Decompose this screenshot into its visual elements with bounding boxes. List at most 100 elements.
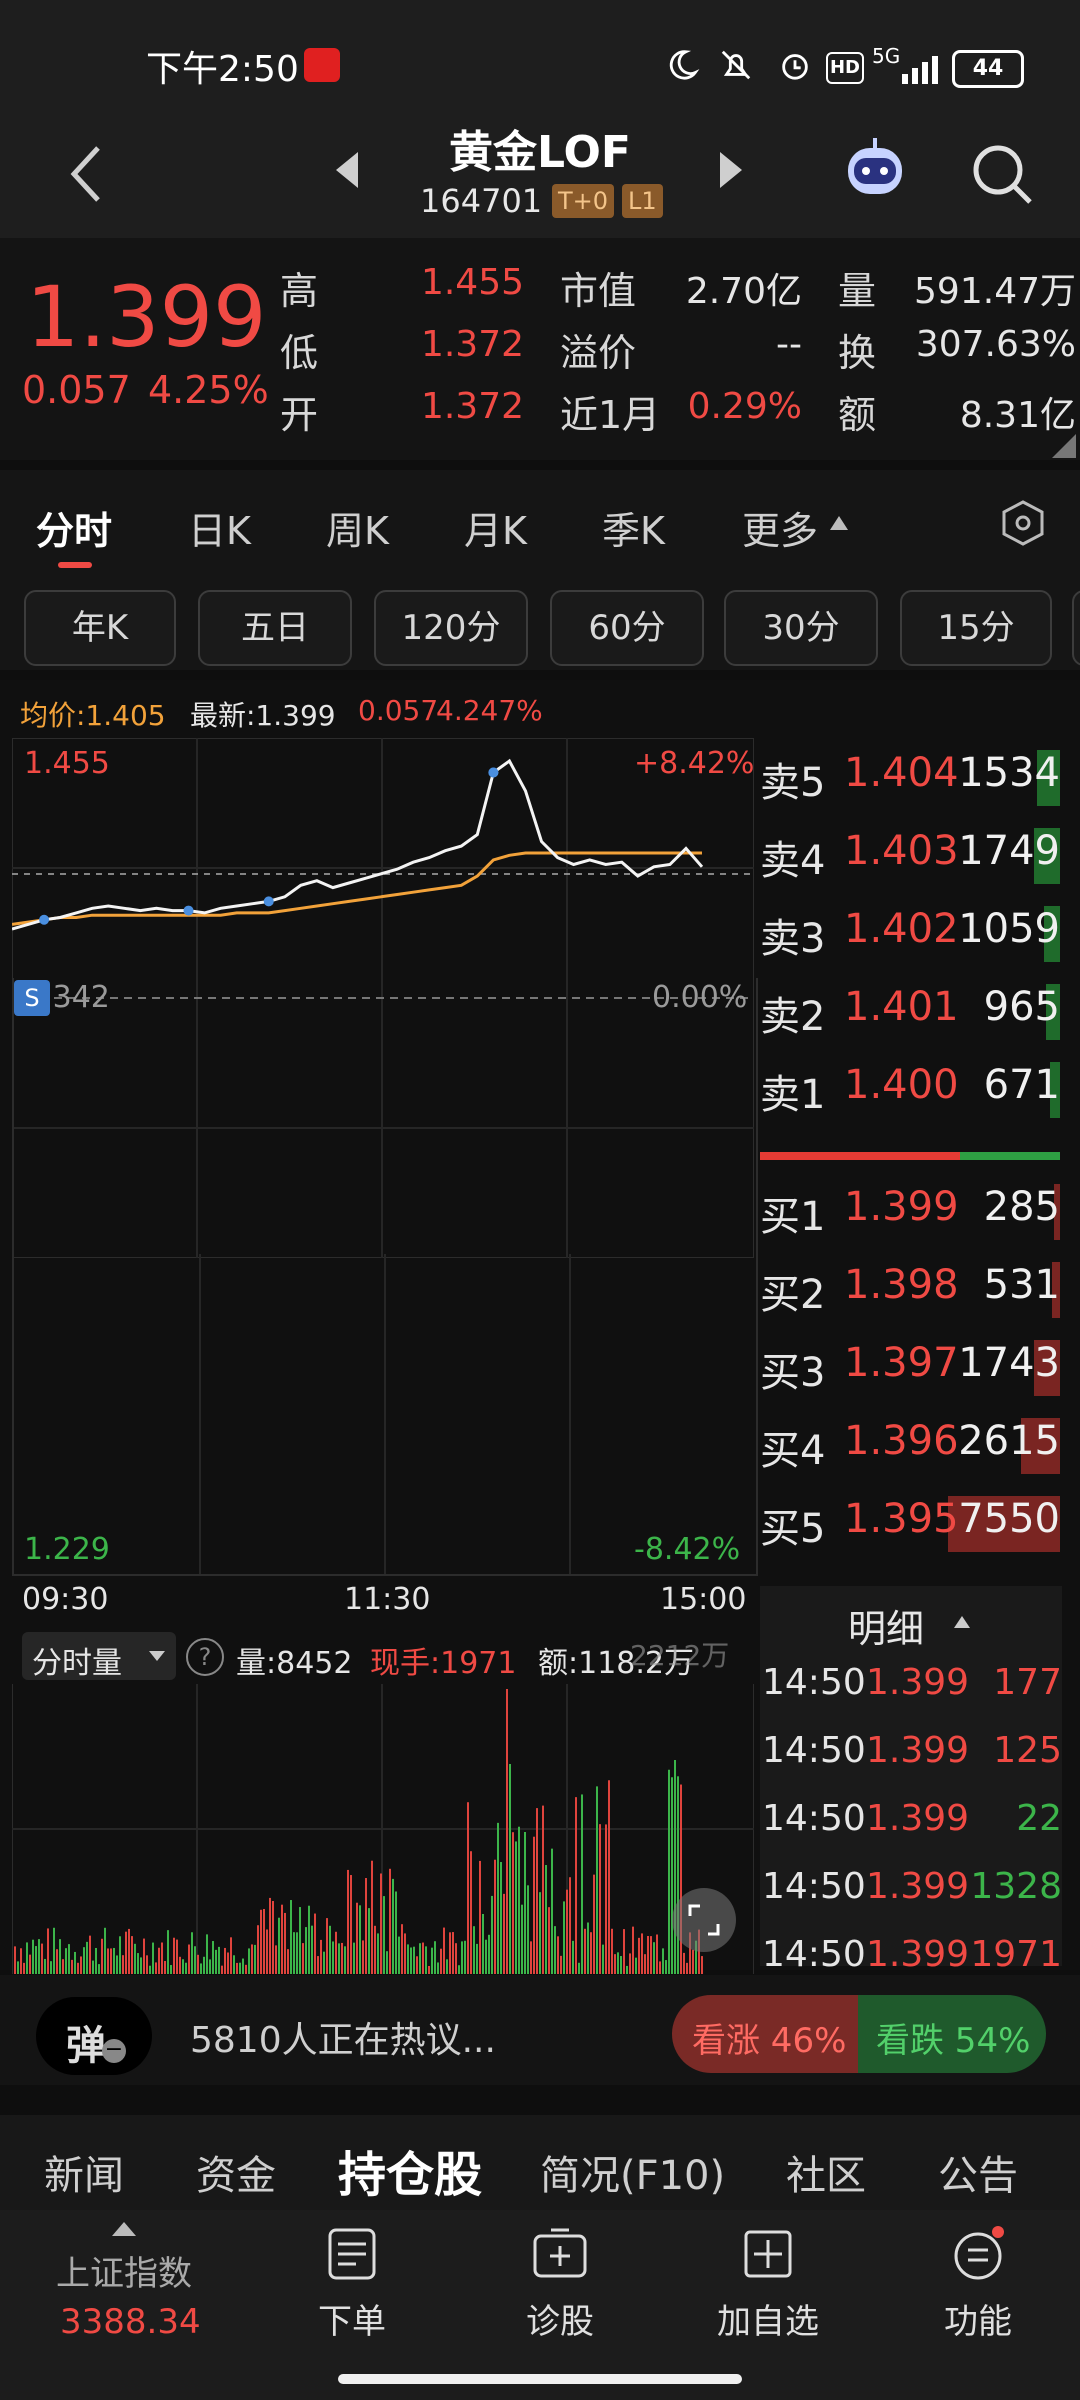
volume-bar xyxy=(674,1760,676,1974)
volume-bar xyxy=(74,1951,76,1974)
ask-bid-ratio-bar xyxy=(760,1152,1060,1160)
volume-bar xyxy=(260,1909,262,1974)
volume-bar xyxy=(512,1832,514,1974)
volume-chart[interactable] xyxy=(12,1684,754,1974)
ask-row[interactable]: 卖1 1.400 671 xyxy=(760,1052,1060,1122)
volume-bar xyxy=(635,1957,637,1974)
ask-level-label: 卖1 xyxy=(760,1072,826,1118)
volume-bar xyxy=(62,1959,64,1974)
volume-bar xyxy=(413,1946,415,1974)
bid-volume-bar xyxy=(1054,1184,1060,1240)
volume-bar xyxy=(626,1965,628,1974)
tab-weekly-k[interactable]: 周K xyxy=(326,509,389,553)
pill-120min[interactable]: 120分 xyxy=(374,590,528,666)
ask-row[interactable]: 卖2 1.401 965 xyxy=(760,974,1060,1044)
signal-icon xyxy=(902,56,938,84)
tab-monthly-k[interactable]: 月K xyxy=(464,509,527,553)
tab-holdings[interactable]: 持仓股 xyxy=(338,2147,483,2203)
dock-order[interactable]: 下单 xyxy=(282,2226,422,2343)
app-notification-icon xyxy=(304,48,340,82)
tab-announcements[interactable]: 公告 xyxy=(938,2153,1018,2199)
bid-row[interactable]: 买1 1.399 285 xyxy=(760,1174,1060,1244)
volume-bar xyxy=(482,1913,484,1974)
bear-vote-button[interactable]: 看跌 54% xyxy=(858,1995,1046,2073)
volume-bar xyxy=(395,1891,397,1974)
tab-f10[interactable]: 简况(F10) xyxy=(540,2153,726,2199)
pill-15min[interactable]: 15分 xyxy=(900,590,1052,666)
detail-price: 1.399 xyxy=(866,1934,970,1975)
pill-year-k[interactable]: 年K xyxy=(24,590,176,666)
ask-row[interactable]: 卖4 1.403 1749 xyxy=(760,818,1060,888)
label-premium: 溢价 xyxy=(560,331,637,375)
robot-assistant-icon[interactable] xyxy=(840,134,910,204)
search-icon[interactable] xyxy=(970,142,1034,206)
value-turnover: 307.63% xyxy=(915,324,1076,365)
pill-more-partial[interactable] xyxy=(1072,590,1080,666)
volume-bar xyxy=(560,1955,562,1974)
tab-more[interactable]: 更多 xyxy=(742,509,819,553)
bid-row[interactable]: 买3 1.397 1743 xyxy=(760,1330,1060,1400)
tab-funds[interactable]: 资金 xyxy=(196,2153,276,2199)
volume-selector-label: 分时量 xyxy=(32,1646,122,1681)
volume-selector[interactable]: 分时量 xyxy=(22,1632,176,1681)
trade-marker[interactable] xyxy=(183,905,194,916)
pill-60min[interactable]: 60分 xyxy=(550,590,704,666)
tab-intraday[interactable]: 分时 xyxy=(36,509,113,553)
trade-marker[interactable] xyxy=(263,896,274,907)
discussion-count[interactable]: 5810人正在热议... xyxy=(190,2020,496,2061)
price-chart[interactable] xyxy=(12,738,754,1258)
value-market-cap: 2.70亿 xyxy=(685,271,802,312)
volume-bar xyxy=(548,1907,550,1974)
intraday-chart-area: 均价:1.405 最新:1.399 0.057 4.247% 1.455 1.3… xyxy=(0,680,1080,1975)
pill-five-day[interactable]: 五日 xyxy=(198,590,352,666)
home-indicator[interactable] xyxy=(338,2374,742,2384)
volume-bar xyxy=(32,1939,34,1974)
back-icon[interactable] xyxy=(66,144,106,204)
order-book: 卖5 1.404 1534 卖4 1.403 1749 卖3 1.402 1059 卖2 1.401… xyxy=(0,680,1080,1580)
index-value[interactable]: 3388.34 xyxy=(60,2302,201,2342)
volume-bar xyxy=(680,1784,682,1974)
pill-30min[interactable]: 30分 xyxy=(724,590,878,666)
tab-daily-k[interactable]: 日K xyxy=(188,509,251,553)
dock-functions[interactable]: 功能 xyxy=(908,2226,1048,2343)
trade-marker[interactable] xyxy=(39,914,50,925)
bid-row[interactable]: 买4 1.396 2615 xyxy=(760,1408,1060,1478)
price-line xyxy=(12,758,704,931)
volume-bar xyxy=(662,1948,664,1974)
volume-bar xyxy=(80,1956,82,1974)
next-stock-icon[interactable] xyxy=(718,150,744,190)
bid-row[interactable]: 买5 1.395 7550 xyxy=(760,1486,1060,1556)
bid-row[interactable]: 买2 1.398 531 xyxy=(760,1252,1060,1322)
prev-stock-icon[interactable] xyxy=(334,150,360,190)
volume-bar xyxy=(218,1946,220,1974)
trade-details-panel[interactable] xyxy=(760,1586,1062,1966)
dock-add-watchlist[interactable]: 加自选 xyxy=(698,2226,838,2343)
dock-diagnose[interactable]: 诊股 xyxy=(490,2226,630,2343)
trade-marker[interactable] xyxy=(488,767,499,778)
signal-badge[interactable]: S xyxy=(14,980,50,1016)
index-name[interactable]: 上证指数 xyxy=(56,2254,192,2294)
bullet-comment-toggle[interactable]: 弹 − xyxy=(36,1997,152,2075)
ask-volume-bar xyxy=(1050,1062,1060,1118)
ask-row[interactable]: 卖3 1.402 1059 xyxy=(760,896,1060,966)
tab-community[interactable]: 社区 xyxy=(786,2153,866,2199)
moon-icon xyxy=(669,50,700,80)
tab-quarterly-k[interactable]: 季K xyxy=(602,509,665,553)
volume-bar xyxy=(419,1943,421,1974)
mute-icon xyxy=(721,50,751,80)
expand-corner-icon[interactable] xyxy=(1052,434,1076,458)
help-icon[interactable]: ? xyxy=(186,1638,224,1676)
price-change-pct: 4.25% xyxy=(148,368,269,412)
volume-bar xyxy=(272,1900,274,1974)
volume-bar xyxy=(107,1948,109,1974)
volume-bar xyxy=(293,1932,295,1974)
fullscreen-button[interactable] xyxy=(672,1888,736,1952)
bull-vote-button[interactable]: 看涨 46% xyxy=(672,1995,858,2073)
volume-bar xyxy=(683,1952,685,1974)
settings-hexagon-icon[interactable] xyxy=(998,498,1048,548)
tab-news[interactable]: 新闻 xyxy=(44,2153,124,2199)
volume-bar xyxy=(203,1956,205,1974)
volume-bar xyxy=(473,1926,475,1974)
ask-row[interactable]: 卖5 1.404 1534 xyxy=(760,740,1060,810)
bid-volume: 1743 xyxy=(958,1340,1060,1386)
